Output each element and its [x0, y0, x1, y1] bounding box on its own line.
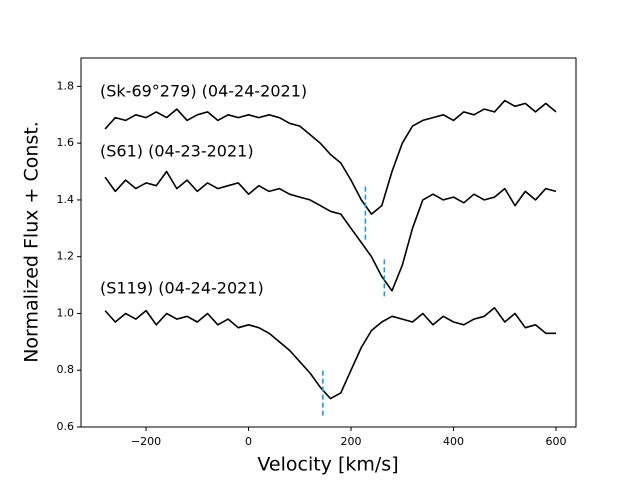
- x-tick-label: 600: [546, 435, 567, 448]
- x-axis-label: Velocity [km/s]: [257, 454, 398, 476]
- y-tick-label: 1.4: [57, 193, 75, 206]
- x-tick-label: 0: [245, 435, 252, 448]
- y-tick-label: 1.0: [57, 306, 75, 319]
- y-tick-label: 0.8: [57, 363, 75, 376]
- series-label: (S61) (04-23-2021): [100, 142, 254, 161]
- y-tick-label: 0.6: [57, 420, 75, 433]
- y-tick-label: 1.2: [57, 250, 75, 263]
- series-label: (S119) (04-24-2021): [100, 279, 264, 298]
- x-tick-label: −200: [131, 435, 161, 448]
- series-label: (Sk-69°279) (04-24-2021): [100, 82, 307, 101]
- plot-frame: [80, 57, 577, 428]
- y-axis-label: Normalized Flux + Const.: [21, 121, 43, 363]
- x-tick-label: 200: [341, 435, 362, 448]
- spectrum-line: [104, 170, 557, 292]
- y-tick-label: 1.6: [57, 136, 75, 149]
- spectrum-line: [104, 99, 557, 215]
- spectrum-line: [104, 307, 556, 400]
- y-tick-label: 1.8: [57, 79, 75, 92]
- x-tick-label: 400: [443, 435, 464, 448]
